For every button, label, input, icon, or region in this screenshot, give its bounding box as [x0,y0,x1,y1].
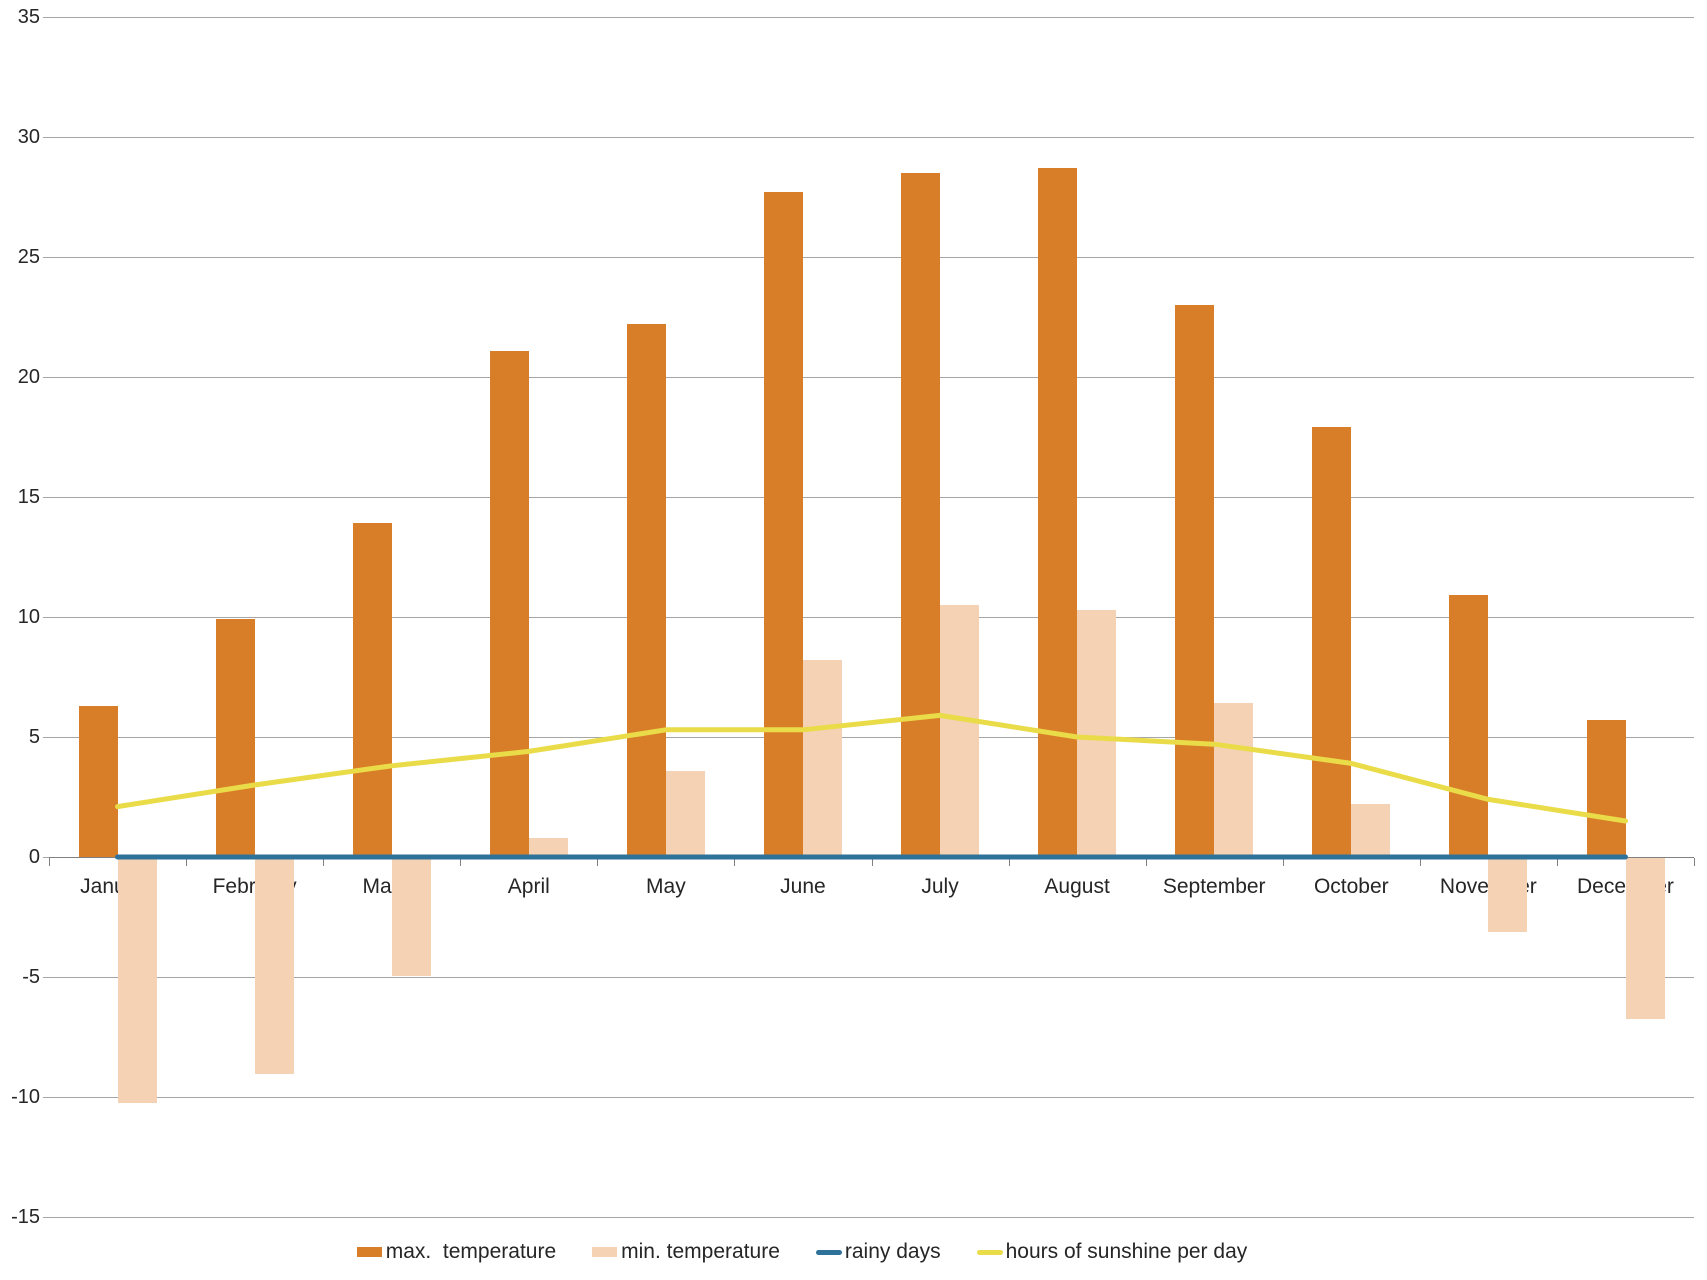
gridline-15 [49,497,1694,498]
y-axis-tick [43,497,49,498]
bar-min-temperature-january [117,858,157,1103]
y-axis-tick [43,377,49,378]
bar-min-temperature-october [1351,804,1391,857]
x-axis-label-may: May [646,875,686,898]
gridline-35 [49,17,1694,18]
y-axis-label: 10 [17,606,40,628]
bar-min-temperature-december [1625,858,1665,1019]
legend-label-rainy-days: rainy days [844,1240,941,1263]
x-axis-label-august: August [1044,875,1110,898]
bar-min-temperature-july [940,605,979,857]
line-hours-of-sunshine-per-day [115,712,1628,824]
x-axis-tick [1557,858,1558,866]
gridline-10 [49,617,1694,618]
x-axis-tick [49,858,50,866]
bar-min-temperature-march [391,858,431,976]
legend-item-rainy-days: rainy days [815,1238,941,1266]
bar-max-temperature-october [1312,427,1352,857]
legend-swatch-min-temperature [592,1247,618,1257]
y-axis-label: 5 [28,726,40,748]
y-axis-tick [43,257,49,258]
gridline-20 [49,377,1694,378]
x-axis-tick [872,858,873,866]
gridline--5 [49,977,1694,978]
y-axis-label: 20 [17,366,40,388]
bar-max-temperature-june [764,192,803,857]
bar-max-temperature-may [626,324,666,857]
x-axis-label-april: April [507,875,550,898]
x-axis-label-july: July [921,875,959,898]
y-axis-tick [43,977,49,978]
y-axis-tick [43,137,49,138]
legend-item-max-temperature: max. temperature [356,1238,557,1266]
bar-min-temperature-february [254,858,294,1074]
bar-max-temperature-april [489,350,529,857]
y-axis-label: -15 [11,1206,40,1228]
legend-item-min-temperature: min. temperature [592,1238,780,1266]
y-axis-tick [43,737,49,738]
y-axis-tick [43,1217,49,1218]
chart-legend: max. temperature min. temperature rainy da… [0,1238,1604,1266]
bar-max-temperature-august [1038,168,1078,857]
y-axis-tick [43,617,49,618]
bar-min-temperature-may [665,770,705,857]
y-axis-label: -5 [22,966,40,988]
bar-max-temperature-march [352,523,392,857]
x-axis-label-june: June [780,875,826,898]
legend-item-hours-of-sunshine-per-day: hours of sunshine per day [976,1238,1248,1266]
bar-min-temperature-november [1488,858,1528,933]
legend-swatch-rainy-days [815,1249,842,1255]
bar-max-temperature-december [1586,720,1626,857]
y-axis-tick [43,1097,49,1098]
x-axis-tick [597,858,598,866]
x-axis-tick [734,858,735,866]
gridline-25 [49,257,1694,258]
bar-max-temperature-january [78,705,118,857]
gridline-5 [49,737,1694,738]
bar-min-temperature-august [1077,609,1117,857]
gridline-30 [49,137,1694,138]
x-axis-tick [323,858,324,866]
x-axis-tick [1009,858,1010,866]
legend-swatch-max-temperature [356,1247,382,1257]
x-axis-tick [1694,858,1695,866]
x-axis-tick [186,858,187,866]
legend-swatch-hours-of-sunshine-per-day [976,1249,1003,1255]
y-axis-label: -10 [11,1086,40,1108]
bar-min-temperature-april [528,837,568,857]
gridline--15 [49,1217,1694,1218]
bar-max-temperature-july [901,173,940,857]
bar-min-temperature-september [1214,703,1254,857]
bar-max-temperature-september [1175,305,1215,857]
y-axis-label: 35 [17,6,40,28]
x-axis-tick [1283,858,1284,866]
legend-label-hours-of-sunshine-per-day: hours of sunshine per day [1005,1240,1248,1263]
y-axis-tick [43,857,49,858]
y-axis-label: 25 [17,246,40,268]
y-axis-label: 0 [28,846,40,868]
y-axis-label: 15 [17,486,40,508]
y-axis-label: 30 [17,126,40,148]
legend-label-min-temperature: min. temperature [621,1240,780,1263]
x-axis-tick [1420,858,1421,866]
legend-label-max-temperature: max. temperature [385,1240,557,1263]
x-axis-label-october: October [1313,875,1389,898]
x-axis-tick [1146,858,1147,866]
x-axis-tick [460,858,461,866]
y-axis-tick [43,17,49,18]
gridline--10 [49,1097,1694,1098]
bar-max-temperature-november [1449,595,1489,857]
bar-min-temperature-june [803,660,842,857]
x-axis-label-september: September [1162,875,1266,898]
bar-max-temperature-february [215,619,255,857]
